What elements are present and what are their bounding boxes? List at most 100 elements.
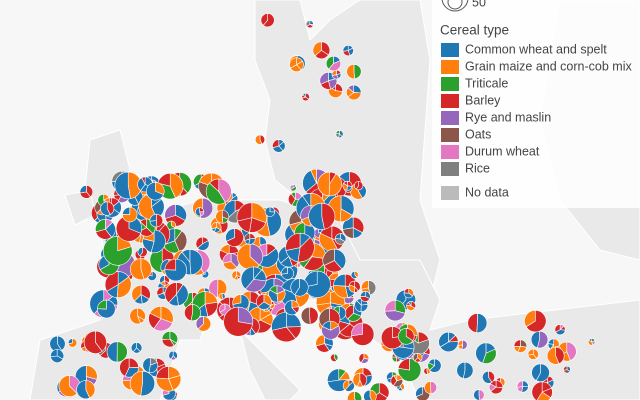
legend-label: Rice [465,161,490,175]
pie-slice [156,213,164,228]
pie-slice [50,349,58,358]
pie-slice [67,338,73,345]
pie-slice [179,172,192,194]
pie-slice [354,391,362,400]
pie-slice [428,358,435,367]
pie-slice [403,288,410,294]
pie-slice [334,233,341,240]
pie-slice [232,294,242,305]
pie-slice [407,301,412,307]
pie-slice [384,310,406,322]
pie-slice [358,353,365,363]
pie-slice [369,389,377,400]
pie-slice [555,346,565,365]
pie-slice [149,305,162,320]
legend-swatch [441,162,459,176]
legend-swatch [441,145,459,159]
pie-slice [312,41,322,57]
pie-slice [294,278,309,297]
pie-slice [290,191,296,201]
pie-slice [438,331,449,348]
pie-slice [190,304,201,322]
pie-slice [231,270,237,280]
pie-slice [353,64,362,80]
size-legend-circle [447,0,463,10]
pie-slice [321,320,331,331]
pie-slice [140,370,155,397]
legend-label: Oats [465,127,491,141]
pie-slice [535,363,550,382]
pie-slice [244,233,251,241]
pie-slice [122,206,131,215]
pie-slice [155,377,174,392]
pie-slice [205,182,226,205]
pie-slice [359,291,366,297]
pie-slice [588,338,592,343]
pie-slice [355,181,364,191]
pie-slice [95,330,107,352]
pie-slice [119,357,130,377]
legend-swatch [441,60,459,74]
pie-slice [397,358,410,371]
pie-slice [146,182,164,201]
pie-slice [255,134,263,145]
pie-slice [536,391,552,400]
pie-slice [363,389,372,400]
legend-swatch [441,186,459,200]
pie-slice [141,176,146,185]
pie-slice [271,326,297,343]
pie-slice [289,57,297,69]
pie-slice [236,202,253,222]
pie-slice [415,386,424,397]
pie-slice [424,381,432,394]
legend-title: Cereal type [440,23,509,38]
pie-slice [386,371,393,380]
pie-slice [114,171,131,200]
pie-slice [176,284,189,306]
pie-slice [346,64,356,80]
pie-slice [100,201,111,216]
pie-slice [225,228,235,242]
pie-slice [160,305,174,324]
pie-slice [348,280,355,288]
pie-slice [209,178,220,193]
legend-label: Barley [465,93,501,107]
size-legend-circle [441,0,469,12]
legend-swatch [441,77,459,91]
pie-slice [122,206,138,223]
pie-slice [271,311,287,331]
legend-label: Rye and maslin [465,110,551,124]
legend-swatch [441,111,459,125]
pie-slice [169,173,184,199]
pie-slice [195,236,203,249]
pie-slice [129,307,141,325]
legend-swatch [441,128,459,142]
pie-slice [321,325,341,340]
pie-slice [467,313,478,333]
pie-slice [260,13,268,26]
legend-panel [432,0,640,208]
pie-slice [531,381,543,400]
pie-slice [513,339,521,347]
pie-slice [262,13,275,28]
pie-slice [300,306,311,325]
legend-label: Grain maize and corn-cob mix [465,59,632,73]
pie-slice [309,306,319,325]
legend-label: No data [465,185,509,199]
pie-slice [223,306,253,337]
pie-slice [195,207,202,217]
pie-slice [310,168,317,184]
pie-slice [219,303,226,313]
pie-slice [482,370,493,384]
pie-slice [237,306,254,325]
pie-slice [226,228,244,247]
pie-slice [321,202,336,230]
pie-slice [473,389,480,400]
pie-slice [423,367,429,375]
pie-slice [104,271,119,292]
pie-slice [161,330,171,340]
pie-slice [430,381,438,394]
pie-slice [563,365,568,371]
legend-swatch [441,94,459,108]
pie-slice [305,20,311,27]
